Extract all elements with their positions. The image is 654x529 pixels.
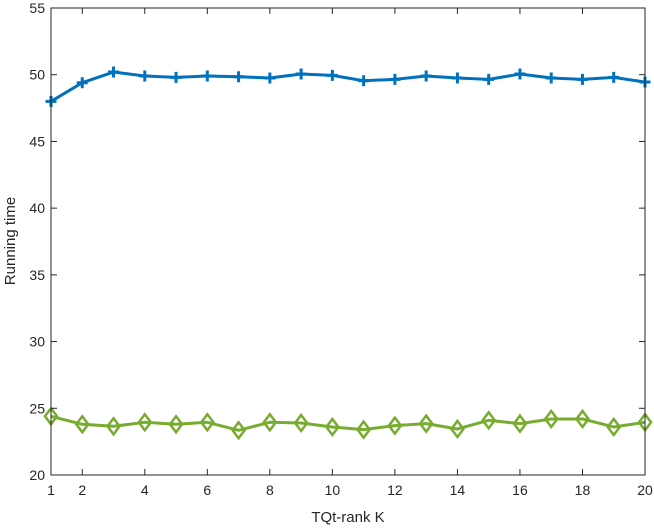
series-2-point: [105, 416, 122, 437]
y-axis-label: Running time: [2, 197, 19, 285]
series-2-point: [356, 419, 372, 440]
series-2-point: [324, 416, 340, 438]
series-1-point: [139, 70, 151, 82]
series-1-point: [545, 72, 557, 84]
series-1-point: [170, 71, 182, 83]
x-axis-label: TQt-rank K: [311, 509, 384, 526]
series-1-point: [608, 71, 620, 83]
y-tick-label: 25: [29, 400, 45, 416]
series-2-point: [543, 408, 559, 430]
series-1-point: [295, 68, 307, 80]
series-1-point: [108, 66, 120, 78]
x-tick-label: 12: [387, 482, 403, 498]
plot-background: [51, 8, 645, 475]
x-tick-label: 8: [266, 482, 274, 498]
series-2-point: [74, 414, 90, 435]
x-tick-label: 14: [450, 482, 466, 498]
series-2-point: [449, 418, 465, 440]
series-1-point: [264, 72, 276, 84]
series-2-point: [606, 416, 622, 438]
x-tick-label: 20: [637, 482, 653, 498]
y-tick-label: 20: [29, 467, 45, 483]
series-1-point: [326, 69, 338, 81]
series-1-point: [514, 68, 526, 80]
series-2-point: [574, 408, 591, 430]
x-tick-label: 1: [47, 482, 55, 498]
x-tick-label: 2: [78, 482, 86, 498]
x-tick-label: 4: [141, 482, 149, 498]
y-tick-label: 40: [29, 200, 45, 216]
series-layer: [43, 66, 653, 441]
series-1-point: [76, 77, 88, 89]
series-1-point: [451, 72, 463, 84]
y-tick-label: 30: [29, 334, 45, 350]
x-tick-label: 18: [575, 482, 591, 498]
series-2-point: [481, 410, 497, 431]
y-tick-label: 35: [29, 267, 45, 283]
series-2-point: [387, 415, 403, 436]
series-1-point: [576, 73, 588, 85]
series-2-point: [199, 412, 215, 433]
series-2-point: [262, 412, 278, 433]
x-tick-label: 10: [325, 482, 341, 498]
y-tick-label: 50: [29, 67, 45, 83]
series-2: [43, 406, 653, 441]
plot-frame: [50, 7, 646, 476]
series-2-point: [231, 420, 247, 441]
series-1-point: [420, 70, 432, 82]
series-2-point: [418, 413, 434, 434]
series-2-point: [293, 412, 309, 434]
series-1-point: [358, 75, 370, 87]
series-2-point: [512, 413, 528, 434]
series-1-point: [389, 73, 401, 85]
series-1-point: [201, 70, 213, 82]
x-tick-label: 6: [203, 482, 211, 498]
x-tick-label: 16: [512, 482, 528, 498]
series-2-point: [137, 412, 153, 433]
series-1-point: [233, 71, 245, 83]
series-2-point: [168, 414, 184, 435]
y-tick-label: 55: [29, 0, 45, 16]
series-1-point: [483, 73, 495, 85]
y-tick-label: 45: [29, 133, 45, 149]
